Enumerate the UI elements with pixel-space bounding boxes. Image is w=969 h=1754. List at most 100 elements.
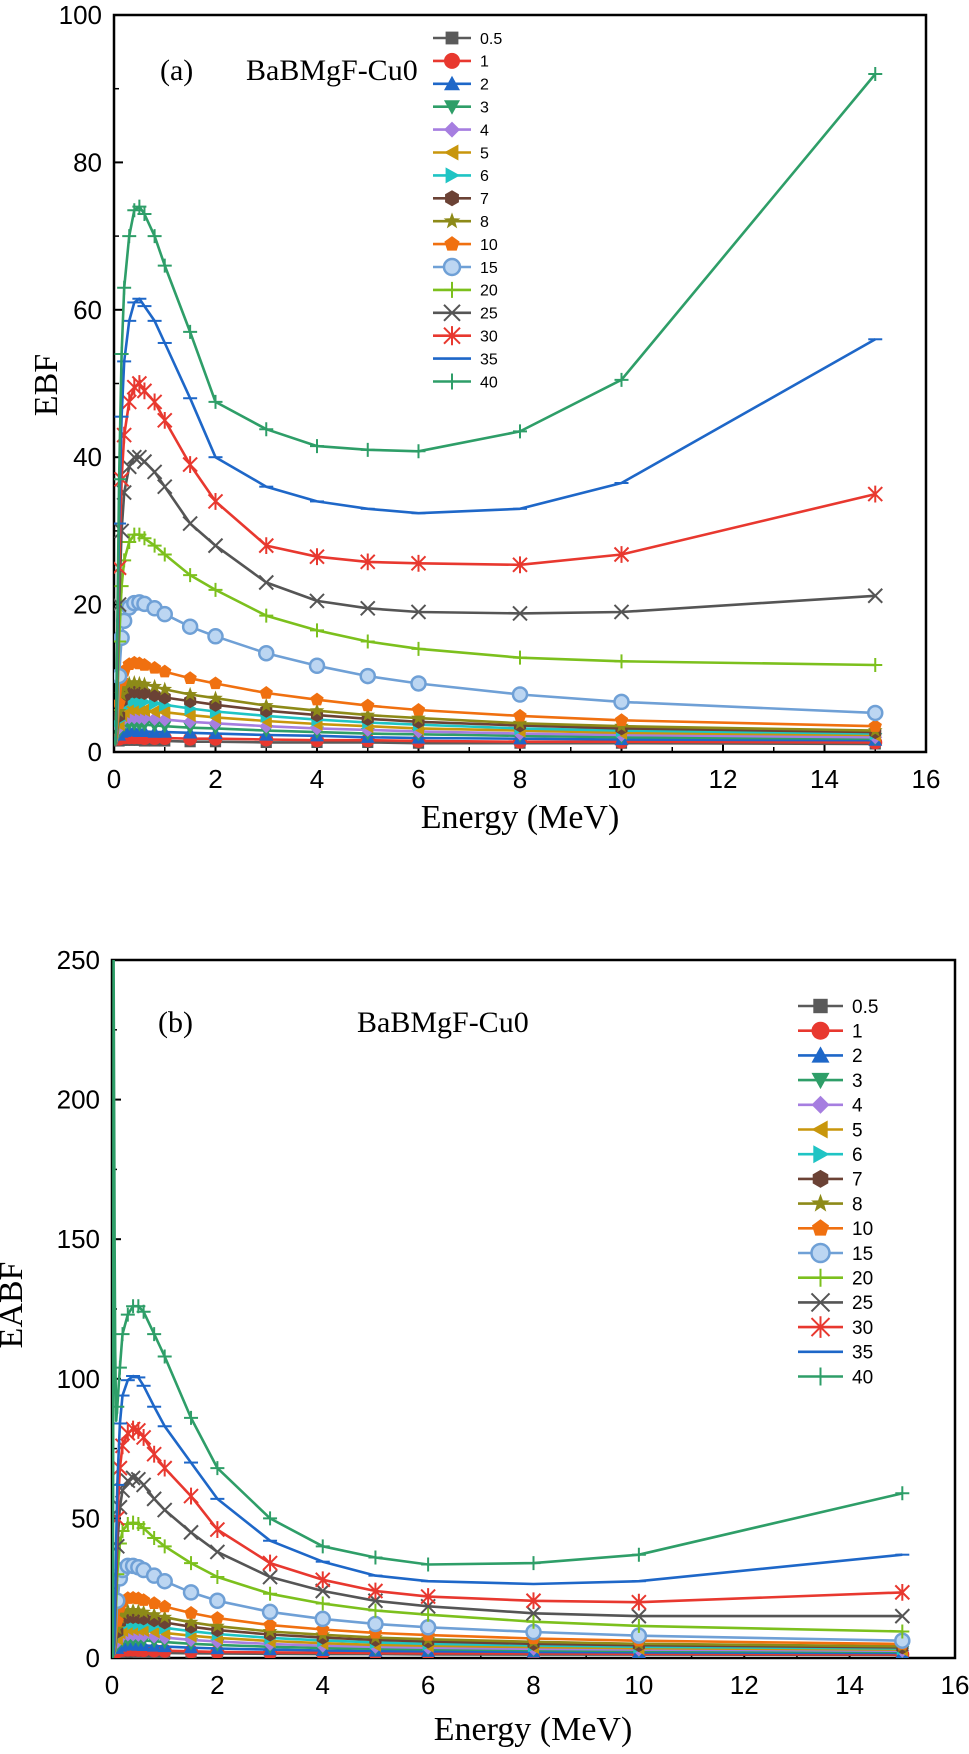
panel-b-series-30-point bbox=[631, 1593, 647, 1611]
panel-a-ytick-label: 100 bbox=[59, 0, 102, 30]
panel-b-series-20-point bbox=[368, 1603, 383, 1618]
panel-b-legend-label: 4 bbox=[852, 1096, 863, 1117]
panel-b-series-25-point bbox=[315, 1583, 331, 1599]
panel-b-legend-marker bbox=[810, 1316, 831, 1338]
panel-a-series-15-point bbox=[359, 667, 376, 685]
panel-a-series-40-point bbox=[122, 229, 137, 244]
panel-a-series-20-point bbox=[147, 538, 162, 553]
panel-b-legend-label: 7 bbox=[852, 1170, 863, 1191]
panel-a-series-10-point bbox=[137, 658, 152, 671]
panel-a-series-30-point bbox=[121, 393, 137, 411]
panel-a-legend-entry: 15 bbox=[433, 257, 498, 277]
panel-a-legend-entry: 40 bbox=[433, 373, 498, 391]
panel-b-legend-label: 3 bbox=[852, 1071, 863, 1092]
panel-a-legend-marker bbox=[443, 304, 461, 322]
panel-a-series-10-point bbox=[411, 702, 426, 716]
panel-b-legend-entry: 6 bbox=[798, 1145, 863, 1166]
panel-a-legend-label: 5 bbox=[480, 145, 489, 162]
panel-a-series-30-point bbox=[613, 546, 630, 563]
panel-a-label: (a) bbox=[160, 54, 193, 87]
panel-b-legend-entry: 35 bbox=[798, 1343, 873, 1364]
panel-b-series-40-point bbox=[631, 1547, 646, 1562]
panel-b-series-20-point bbox=[136, 1521, 151, 1536]
panel-a-series-40-point bbox=[411, 444, 426, 459]
panel-a-legend-label: 20 bbox=[480, 283, 498, 300]
panel-a-series-10-point bbox=[147, 660, 162, 674]
panel-b-series-20-point bbox=[157, 1539, 172, 1554]
panel-b-series-35 bbox=[112, 1374, 910, 1657]
panel-a-series-40-point bbox=[259, 422, 274, 437]
panel-a-series-25-point bbox=[126, 449, 143, 465]
panel-b-legend-entry: 40 bbox=[798, 1367, 873, 1388]
panel-b-series-40-point bbox=[136, 1304, 151, 1319]
panel-b-ytick-label: 200 bbox=[57, 1085, 100, 1115]
panel-a-legend-entry: 5 bbox=[433, 144, 489, 162]
panel-a-series-20-point bbox=[411, 641, 426, 656]
panel-a-legend-label: 30 bbox=[480, 328, 498, 345]
panel-b-series-30-point bbox=[420, 1588, 436, 1605]
panel-b-legend-marker bbox=[811, 1046, 830, 1063]
panel-a-series-40-point bbox=[310, 439, 324, 454]
panel-a-series-7-point bbox=[148, 688, 161, 703]
panel-b-series-40-point bbox=[526, 1556, 541, 1571]
panel-b-series-40 bbox=[112, 960, 910, 1658]
panel-a-series-7-point bbox=[138, 686, 151, 701]
panel-b-series-40-point bbox=[120, 1307, 135, 1322]
panel-a-series-8-point bbox=[137, 676, 152, 691]
panel-b-legend-entry: 15 bbox=[798, 1242, 873, 1265]
panel-a-xtick-label: 10 bbox=[607, 764, 636, 794]
panel-a-legend-marker bbox=[444, 281, 460, 298]
panel-b-legend-entry: 10 bbox=[798, 1219, 873, 1240]
panel-b-series-20-point bbox=[895, 1624, 910, 1639]
panel-a-legend-entry: 10 bbox=[433, 236, 498, 254]
panel-a-legend-label: 10 bbox=[480, 237, 498, 254]
panel-b-series bbox=[112, 960, 911, 1658]
panel-a-series-10-point bbox=[310, 692, 324, 706]
panel-a-legend-entry: 0.5 bbox=[433, 31, 502, 48]
panel-b-series-8-point bbox=[262, 1623, 278, 1638]
panel-a-series-10 bbox=[114, 655, 882, 746]
panel-b-legend-marker bbox=[811, 1219, 830, 1236]
panel-b-xtick-label: 16 bbox=[941, 1670, 969, 1700]
panel-b-series-25-point bbox=[209, 1544, 226, 1560]
panel-b-series-40-point bbox=[210, 1461, 225, 1476]
panel-a-series-25-point bbox=[613, 604, 630, 620]
panel-a-series-20-point bbox=[310, 623, 324, 638]
panel-a-legend-entry: 8 bbox=[433, 212, 489, 231]
panel-a-series-25-point bbox=[867, 588, 883, 604]
panel-a-series-8-point bbox=[411, 710, 426, 725]
panel-a-legend-marker bbox=[444, 52, 460, 69]
panel-a-legend-marker bbox=[443, 212, 461, 229]
panel-a-series-30-point bbox=[360, 553, 376, 571]
panel-a-series-25-point bbox=[207, 537, 224, 554]
panel-a-series-8-point bbox=[182, 686, 198, 701]
panel-a-series bbox=[114, 66, 884, 750]
panel-a-series-40-point bbox=[137, 206, 152, 221]
panel-a-series-30-point bbox=[867, 485, 883, 503]
panel-b-series-8-point bbox=[146, 1607, 162, 1621]
panel-a-series-40-point bbox=[132, 199, 147, 214]
panel-b-series-30-point bbox=[525, 1592, 542, 1610]
panel-a-xtick-label: 0 bbox=[107, 764, 121, 794]
panel-a-legend-entry: 30 bbox=[433, 326, 498, 345]
panel-b-series-30-point bbox=[894, 1583, 911, 1601]
panel-a-legend-label: 8 bbox=[480, 214, 489, 231]
panel-a-series-10-point bbox=[868, 719, 882, 732]
panel-b-legend-entry: 7 bbox=[798, 1170, 863, 1191]
panel-b-series-15-point bbox=[182, 1584, 200, 1601]
panel-a-legend-marker bbox=[444, 121, 460, 138]
panel-a-ytick-label: 80 bbox=[73, 147, 102, 177]
panel-a-series-10-point bbox=[361, 698, 375, 712]
panel-b-ytick-label: 50 bbox=[71, 1503, 100, 1533]
panel-a-legend-entry: 6 bbox=[433, 167, 489, 185]
panel-a-legend-marker bbox=[445, 31, 459, 45]
panel-b-ytick-label: 150 bbox=[57, 1224, 100, 1254]
panel-b-legend-marker bbox=[811, 1072, 830, 1090]
panel-a-series-30-point bbox=[157, 411, 173, 429]
panel-a-series-40-point bbox=[208, 394, 223, 409]
panel-a-legend-entry: 7 bbox=[433, 190, 489, 208]
panel-a-series-25-point bbox=[157, 478, 173, 495]
panel-b-legend-marker bbox=[810, 1242, 831, 1264]
panel-b-series-15-point bbox=[367, 1615, 384, 1633]
panel-b-series-20-point bbox=[263, 1586, 278, 1601]
